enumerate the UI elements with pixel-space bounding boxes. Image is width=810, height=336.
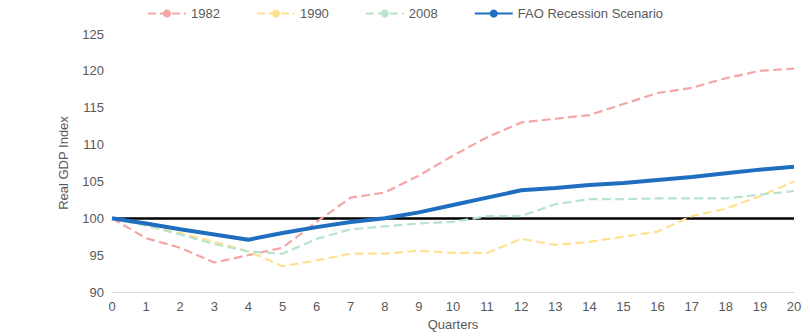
svg-text:8: 8 xyxy=(381,299,388,314)
svg-text:1: 1 xyxy=(142,299,149,314)
svg-text:95: 95 xyxy=(90,248,104,263)
svg-text:FAO Recession Scenario: FAO Recession Scenario xyxy=(518,6,663,21)
svg-text:100: 100 xyxy=(82,211,104,226)
svg-text:1982: 1982 xyxy=(191,6,220,21)
svg-text:16: 16 xyxy=(650,299,664,314)
svg-text:17: 17 xyxy=(684,299,698,314)
svg-text:110: 110 xyxy=(83,137,104,152)
svg-text:7: 7 xyxy=(347,299,354,314)
svg-text:9: 9 xyxy=(415,299,422,314)
svg-text:19: 19 xyxy=(753,299,767,314)
svg-text:115: 115 xyxy=(83,100,104,115)
svg-text:120: 120 xyxy=(82,63,104,78)
svg-text:14: 14 xyxy=(582,299,596,314)
svg-text:0: 0 xyxy=(108,299,115,314)
svg-text:15: 15 xyxy=(616,299,630,314)
svg-text:5: 5 xyxy=(279,299,286,314)
svg-text:3: 3 xyxy=(211,299,218,314)
svg-text:Quarters: Quarters xyxy=(428,317,479,332)
svg-text:2008: 2008 xyxy=(409,6,438,21)
svg-text:Real GDP Index: Real GDP Index xyxy=(56,116,71,210)
svg-text:20: 20 xyxy=(787,299,801,314)
svg-text:2: 2 xyxy=(177,299,184,314)
svg-text:125: 125 xyxy=(82,27,104,42)
svg-text:4: 4 xyxy=(245,299,252,314)
svg-text:13: 13 xyxy=(548,299,562,314)
svg-text:105: 105 xyxy=(82,174,104,189)
svg-text:1990: 1990 xyxy=(300,6,329,21)
svg-text:10: 10 xyxy=(446,299,460,314)
svg-text:90: 90 xyxy=(90,285,104,300)
svg-text:11: 11 xyxy=(480,299,494,314)
svg-text:12: 12 xyxy=(514,299,528,314)
svg-text:18: 18 xyxy=(719,299,733,314)
svg-text:6: 6 xyxy=(313,299,320,314)
